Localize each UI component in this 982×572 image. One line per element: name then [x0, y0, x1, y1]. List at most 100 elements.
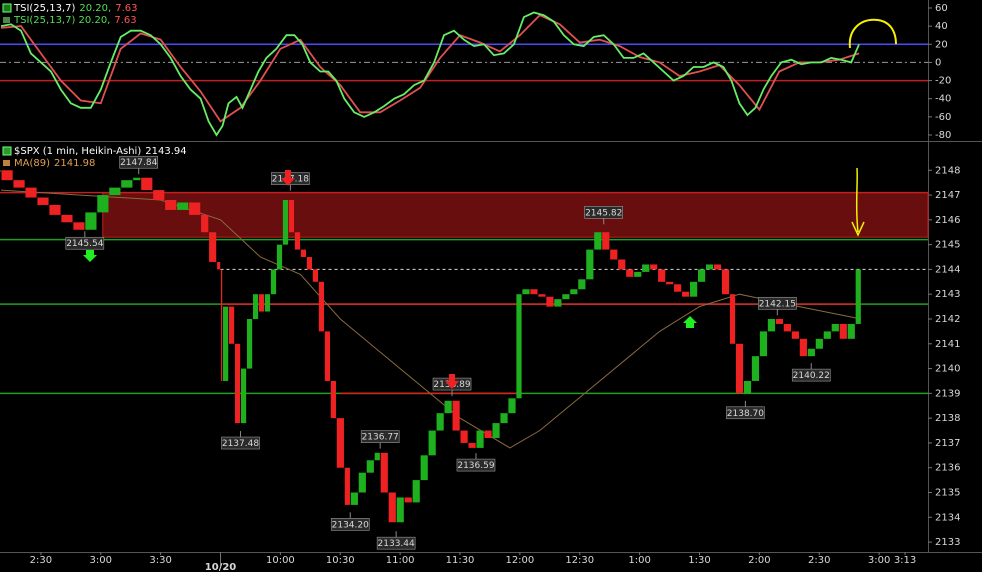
- candle: [177, 202, 189, 210]
- candle: [209, 232, 217, 262]
- y-tick-label: 2145: [935, 240, 960, 251]
- candle: [484, 430, 492, 438]
- candle: [815, 338, 823, 349]
- date-label: 10/20: [205, 562, 237, 572]
- candle: [634, 271, 642, 277]
- y-tick-label: 2139: [935, 388, 960, 399]
- candle: [713, 264, 722, 270]
- candle: [1, 170, 13, 181]
- candle: [13, 180, 25, 188]
- candle: [436, 413, 444, 431]
- annotation-box: [456, 458, 496, 472]
- x-tick-label: 1:00: [628, 555, 650, 566]
- y-tick-label: 2144: [935, 264, 960, 275]
- price-annotation: 2133.44: [376, 531, 416, 550]
- y-tick-label: 2133: [935, 537, 960, 548]
- candle: [141, 177, 153, 191]
- candle: [554, 299, 562, 307]
- candle: [839, 323, 847, 339]
- candle: [396, 497, 404, 523]
- candle: [61, 214, 73, 223]
- candle: [324, 331, 330, 381]
- candle: [658, 269, 666, 282]
- indicator-line: [0, 11, 860, 137]
- legend-text: 2141.98: [54, 158, 95, 169]
- x-tick-label: 11:30: [446, 555, 475, 566]
- candle: [618, 259, 626, 270]
- candle: [594, 232, 602, 250]
- candle: [85, 212, 97, 230]
- candle: [650, 264, 658, 270]
- candle: [49, 204, 61, 215]
- candle: [500, 413, 508, 424]
- candle: [201, 214, 209, 233]
- x-tick-label: 2:30: [30, 555, 52, 566]
- price-annotation: 2134.20: [330, 512, 370, 531]
- candle: [775, 318, 784, 324]
- y-tick-label: 0: [935, 57, 941, 68]
- legend-text: MA(89): [14, 158, 50, 169]
- candle: [73, 222, 85, 230]
- hand-drawn-mark: [851, 167, 865, 237]
- candle: [350, 492, 358, 505]
- candle: [420, 455, 428, 481]
- x-tick-label: 11:00: [386, 555, 415, 566]
- annotation-label: 2133.44: [378, 539, 415, 549]
- legend-text: 20.20,: [79, 3, 111, 14]
- candle: [807, 348, 815, 357]
- candle: [586, 249, 594, 280]
- price-annotation: 2140.22: [791, 363, 831, 382]
- y-tick-label: 20: [935, 39, 948, 50]
- candle: [270, 269, 277, 295]
- buy-arrow: [683, 316, 697, 328]
- annotation-label: 2147.84: [120, 158, 157, 168]
- annotation-box: [65, 236, 105, 250]
- price-annotation: 2145.82: [584, 206, 623, 225]
- price-annotation: 2142.15: [758, 296, 797, 316]
- candle: [666, 281, 674, 285]
- x-tick-label: 3:00: [90, 555, 112, 566]
- legend-text: $SPX (1 min, Heikin-Ashi): [14, 146, 141, 157]
- y-tick-label: 2137: [935, 438, 960, 449]
- annotation-label: 2145.54: [66, 239, 103, 249]
- annotation-label: 2145.82: [585, 208, 622, 218]
- candle: [153, 190, 165, 201]
- y-tick-label: 60: [935, 3, 948, 14]
- y-tick-label: 40: [935, 21, 948, 32]
- overlay: [83, 18, 897, 389]
- annotation-box: [726, 406, 765, 420]
- candle: [37, 197, 49, 205]
- candle: [570, 289, 578, 295]
- candle: [721, 269, 730, 295]
- candle: [460, 430, 468, 443]
- candle: [0, 170, 1, 172]
- candle: [823, 331, 831, 339]
- y-tick-label: 2134: [935, 512, 960, 523]
- legend-text: TSI(25,13,7): [13, 3, 75, 14]
- candle: [743, 380, 752, 394]
- candle: [705, 264, 714, 270]
- legend-swatch: [3, 160, 10, 166]
- price-annotation: 2145.54: [65, 231, 105, 250]
- indicator-line: [0, 14, 860, 123]
- annotation-box: [221, 436, 260, 450]
- buy-arrow: [83, 250, 97, 262]
- legend-text: 7.63: [115, 3, 137, 14]
- annotation-label: 2138.70: [727, 409, 764, 419]
- candle: [229, 306, 235, 344]
- candle: [380, 452, 388, 493]
- y-tick-label: -80: [935, 130, 951, 141]
- candle: [336, 418, 344, 468]
- x-tick-label: 1:30: [688, 555, 710, 566]
- y-tick-label: 2142: [935, 314, 960, 325]
- candle: [300, 249, 307, 258]
- annotation-label: 2140.22: [793, 371, 830, 381]
- candle: [109, 187, 121, 196]
- annotation-box: [584, 206, 623, 219]
- annotation-label: 2136.59: [457, 461, 494, 471]
- candle: [522, 289, 530, 295]
- legend-swatch: [2, 3, 12, 13]
- y-tick-label: 2138: [935, 413, 960, 424]
- y-tick-label: 2148: [935, 165, 960, 176]
- candle: [388, 492, 396, 523]
